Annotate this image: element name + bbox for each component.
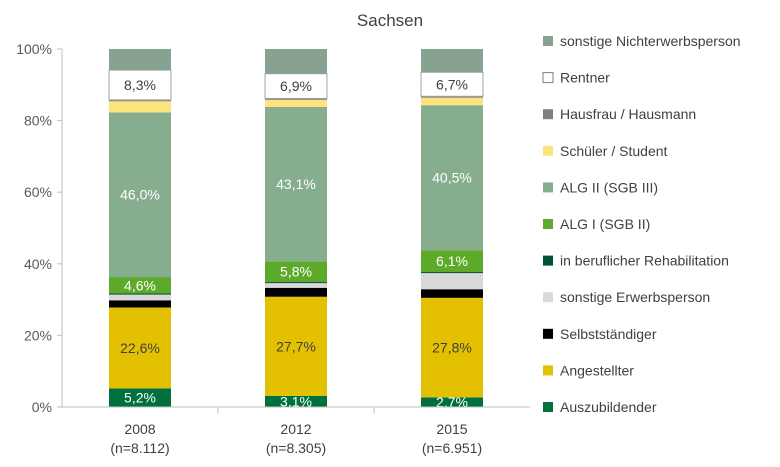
- y-tick-label: 40%: [24, 256, 52, 272]
- legend-swatch: [543, 145, 553, 156]
- y-tick-label: 60%: [24, 184, 52, 200]
- bar-segment: [421, 96, 483, 98]
- bars: 5,2% 22,6% 4,6% 46,0% 8,3% 3,1% 27,7% 5,8% 43,1%…: [108, 49, 484, 410]
- bar-segment: [264, 73, 328, 99]
- y-tick-label: 100%: [16, 41, 52, 57]
- bar-segment: [109, 277, 171, 294]
- data-label: 22,6%: [120, 340, 160, 356]
- data-label: 5,2%: [124, 390, 156, 406]
- data-label: 4,6%: [124, 277, 156, 293]
- legend-label: in beruflicher Rehabilitation: [560, 253, 729, 269]
- bar-segment: [421, 97, 483, 106]
- legend-swatch: [543, 219, 553, 229]
- data-label: 6,9%: [280, 78, 312, 94]
- legend-label: ALG I (SGB II): [560, 216, 650, 232]
- data-label: 6,1%: [436, 253, 468, 269]
- bar-segment: [109, 307, 171, 389]
- data-label: 8,3%: [124, 77, 156, 93]
- chart-title: Sachsen: [357, 11, 423, 30]
- data-label: 46,0%: [120, 187, 160, 203]
- bar-segment: [265, 106, 327, 262]
- legend-swatch: [543, 255, 553, 266]
- x-tick-sublabel: (n=8.112): [110, 440, 169, 456]
- bar-segment: [421, 105, 483, 251]
- legend-swatch: [543, 36, 553, 46]
- bar-segment: [421, 49, 483, 73]
- data-label: 43,1%: [276, 176, 316, 192]
- legend-label: Auszubildender: [560, 399, 657, 415]
- bar-segment: [109, 388, 171, 407]
- bar-segment: [265, 395, 327, 407]
- bar-segment: [265, 283, 327, 288]
- legend-label: Angestellter: [560, 362, 634, 378]
- legend-label: Schüler / Student: [560, 143, 668, 159]
- bar-segment: [109, 49, 171, 71]
- legend-swatch: [543, 292, 553, 303]
- legend-label: Rentner: [560, 70, 610, 86]
- bar-segment: [265, 282, 327, 284]
- y-axis: 0% 20% 40% 60% 80% 100%: [16, 41, 63, 415]
- legend-swatch: [543, 402, 553, 412]
- bar-segment: [265, 287, 327, 297]
- bar-segment: [109, 293, 171, 295]
- x-tick-label: 2008: [124, 421, 155, 437]
- legend-swatch: [543, 109, 553, 120]
- x-tick-sublabel: (n=6.951): [422, 440, 482, 456]
- x-axis: 2008 (n=8.112) 2012 (n=8.305) 2015 (n=6.951): [62, 406, 530, 456]
- x-tick-sublabel: (n=8.305): [266, 440, 326, 456]
- y-tick-label: 0%: [32, 399, 52, 415]
- x-tick-label: 2012: [280, 421, 311, 437]
- bar-segment: [108, 69, 172, 101]
- bar-segment: [109, 294, 171, 301]
- y-tick-label: 80%: [24, 113, 52, 129]
- data-label: 5,8%: [280, 264, 312, 280]
- data-label: 6,7%: [436, 76, 468, 92]
- data-label: 27,8%: [432, 340, 472, 356]
- bar-segment: [421, 272, 483, 274]
- bar-segment: [109, 99, 171, 102]
- bar-segment: [421, 297, 483, 398]
- legend-swatch: [543, 365, 553, 376]
- bar-segment: [265, 99, 327, 107]
- legend-label: Hausfrau / Hausmann: [560, 106, 696, 122]
- legend-label: Selbstständiger: [560, 326, 657, 342]
- x-tick-label: 2015: [436, 421, 467, 437]
- legend-label: sonstige Nichterwerbsperson: [560, 33, 741, 49]
- bar-segment: [109, 112, 171, 278]
- data-label: 2,7%: [436, 394, 468, 410]
- legend: sonstige Nichterwerbsperson Rentner Hausfr…: [542, 33, 741, 415]
- y-tick-label: 20%: [24, 327, 52, 343]
- bar-segment: [109, 300, 171, 308]
- data-label: 40,5%: [432, 170, 472, 186]
- legend-label: sonstige Erwerbsperson: [560, 289, 710, 305]
- bar-segment: [265, 49, 327, 74]
- bar-segment: [421, 273, 483, 290]
- legend-label: ALG II (SGB III): [560, 179, 658, 195]
- bar-segment: [421, 289, 483, 298]
- bar-segment: [421, 250, 483, 273]
- bar-segment: [421, 397, 483, 407]
- data-label: 27,7%: [276, 338, 316, 354]
- data-label: 3,1%: [280, 393, 312, 409]
- legend-swatch: [542, 72, 554, 84]
- bar-segment: [109, 101, 171, 113]
- bar-segment: [265, 98, 327, 100]
- bar-segment: [265, 296, 327, 396]
- legend-swatch: [543, 182, 553, 193]
- legend-swatch: [543, 328, 553, 339]
- bar-segment: [265, 261, 327, 283]
